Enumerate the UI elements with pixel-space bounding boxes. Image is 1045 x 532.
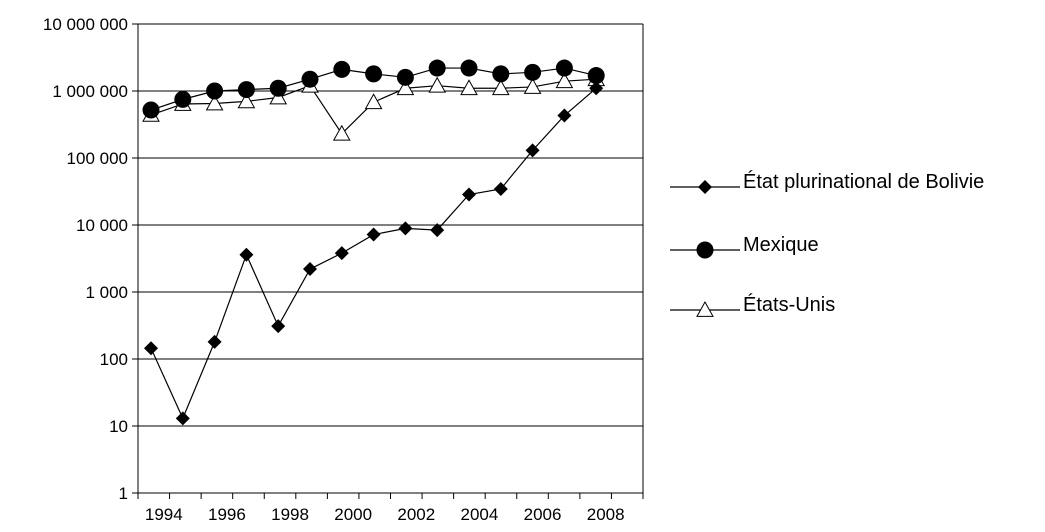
- data-point-circle: [365, 65, 383, 83]
- y-tick-label: 100 000: [67, 149, 128, 168]
- x-axis-ticks: 1994 1996 1998 2000 2002 2004 2006 2008: [137, 493, 644, 524]
- data-point-diamond: [334, 246, 349, 261]
- legend-item: Mexique: [670, 234, 819, 259]
- data-point-diamond: [271, 319, 286, 334]
- data-point-diamond: [525, 143, 540, 158]
- x-tick-label: 1998: [271, 505, 309, 524]
- y-tick-label: 1: [119, 484, 128, 503]
- y-tick-label: 10 000: [76, 216, 128, 235]
- data-point-triangle: [364, 93, 383, 110]
- data-point-circle: [174, 90, 192, 108]
- x-tick-label: 2002: [397, 505, 435, 524]
- data-point-circle: [492, 65, 510, 83]
- data-point-circle: [333, 60, 351, 78]
- data-point-diamond: [398, 221, 413, 236]
- data-point-triangle: [523, 77, 542, 94]
- legend-item: États-Unis: [670, 293, 835, 317]
- series-lines: [142, 59, 606, 426]
- data-point-diamond: [303, 262, 317, 277]
- data-point-circle: [301, 70, 319, 88]
- data-point-diamond: [462, 187, 476, 202]
- legend-marker-triangle: [696, 300, 714, 317]
- data-point-circle: [396, 68, 414, 86]
- x-tick-label: 2000: [334, 505, 372, 524]
- data-point-triangle: [428, 76, 447, 93]
- x-tick-label: 2004: [460, 505, 498, 524]
- x-tick-label: 1994: [145, 505, 183, 524]
- data-point-triangle: [396, 79, 415, 96]
- series-diamond: [144, 81, 604, 426]
- data-point-circle: [524, 63, 542, 81]
- data-point-diamond: [144, 341, 158, 356]
- series-line: [150, 87, 597, 420]
- data-point-triangle: [491, 79, 510, 96]
- data-point-diamond: [493, 181, 508, 196]
- legend-label: Mexique: [743, 234, 819, 256]
- data-point-triangle: [205, 94, 224, 111]
- data-point-circle: [587, 67, 605, 85]
- data-point-circle: [460, 59, 478, 77]
- legend-item: État plurinational de Bolivie: [670, 170, 984, 194]
- legend-marker-diamond: [698, 180, 712, 194]
- data-point-triangle: [460, 79, 478, 96]
- data-point-diamond: [589, 81, 604, 96]
- data-point-circle: [269, 79, 287, 97]
- data-point-triangle: [237, 92, 256, 109]
- y-axis-ticks: 1 10 100 1 000 10 000 100 000 1 000 000 10 000 …: [43, 15, 138, 503]
- legend-label: États-Unis: [743, 293, 835, 316]
- data-point-diamond: [366, 227, 381, 242]
- y-tick-label: 10: [109, 417, 128, 436]
- data-point-diamond: [557, 108, 572, 123]
- x-tick-label: 2008: [587, 505, 625, 524]
- legend: État plurinational de Bolivie Mexique État…: [670, 170, 984, 317]
- data-point-triangle: [332, 124, 351, 141]
- legend-marker-circle: [696, 241, 714, 259]
- y-tick-label: 1 000: [85, 283, 128, 302]
- series-circle: [142, 59, 605, 119]
- x-tick-label: 1996: [208, 505, 246, 524]
- data-point-circle: [142, 101, 160, 119]
- data-point-circle: [206, 82, 224, 100]
- x-tick-label: 2006: [524, 505, 562, 524]
- data-point-diamond: [207, 334, 222, 349]
- y-tick-label: 1 000 000: [52, 82, 128, 101]
- data-point-circle: [555, 59, 573, 77]
- data-point-circle: [237, 81, 255, 99]
- data-point-diamond: [239, 247, 254, 262]
- data-point-diamond: [430, 223, 445, 238]
- legend-label: État plurinational de Bolivie: [743, 170, 984, 193]
- y-tick-label: 100: [100, 350, 128, 369]
- data-point-diamond: [175, 411, 190, 426]
- data-point-circle: [428, 59, 446, 77]
- data-point-triangle: [555, 72, 574, 89]
- y-tick-label: 10 000 000: [43, 15, 128, 34]
